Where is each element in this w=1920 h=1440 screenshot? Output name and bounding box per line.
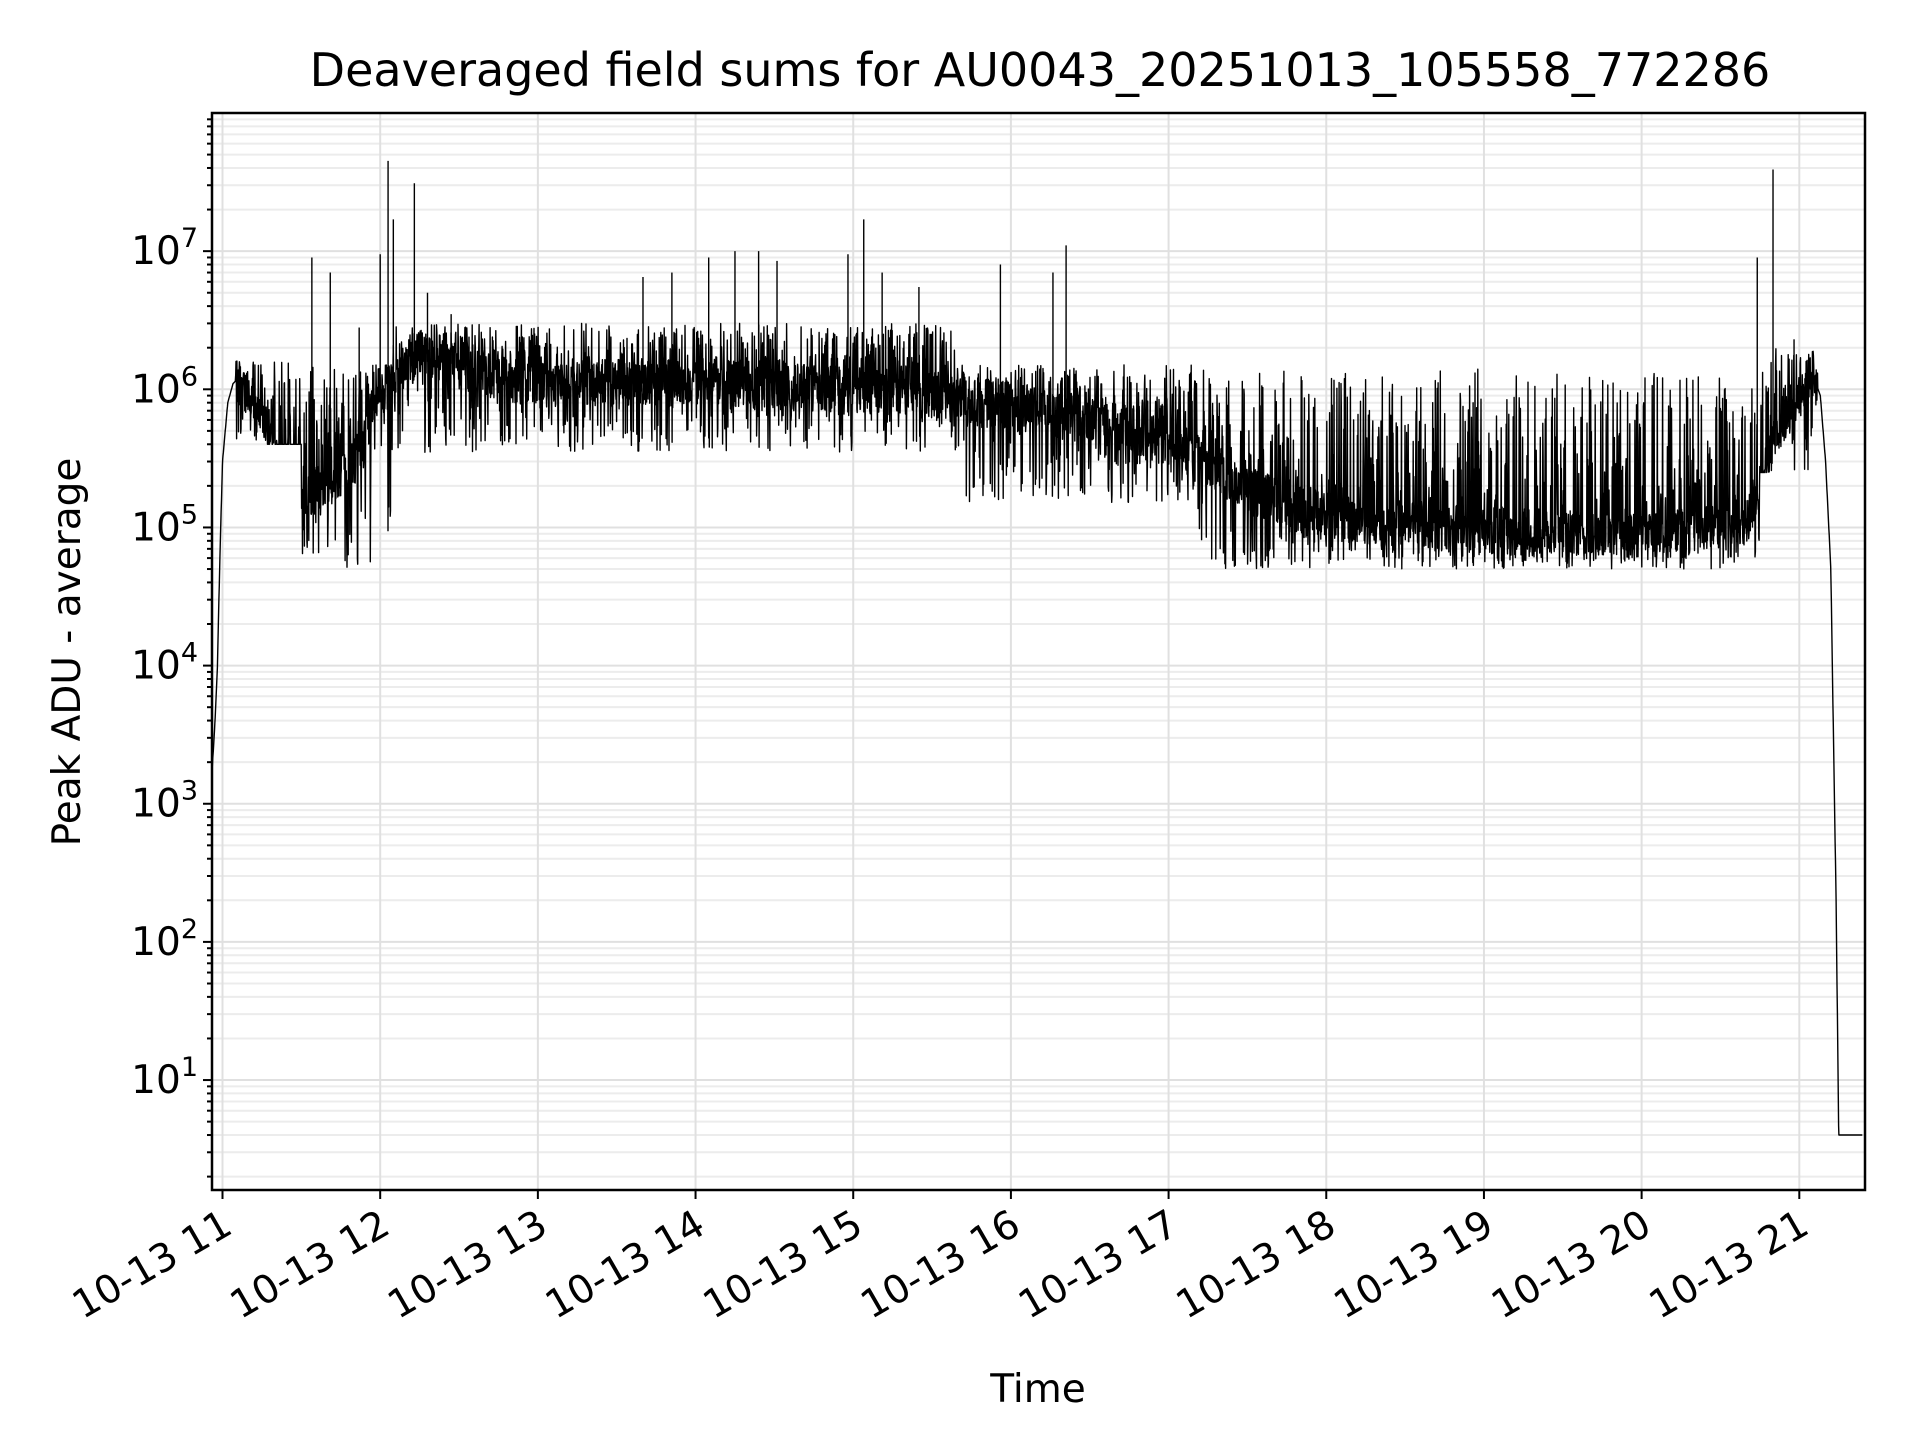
plot-frame xyxy=(210,111,1867,1192)
x-tick-label: 10-13 21 xyxy=(1642,1202,1816,1329)
x-tick-label: 10-13 20 xyxy=(1484,1202,1658,1329)
x-tick-label: 10-13 13 xyxy=(381,1202,555,1329)
plot-area xyxy=(211,160,1863,1136)
x-tick-label: 10-13 16 xyxy=(854,1202,1028,1329)
x-tick-label: 10-13 11 xyxy=(65,1202,239,1329)
y-tick-label: 105 xyxy=(131,499,198,550)
x-tick-label: 10-13 17 xyxy=(1011,1202,1185,1329)
x-tick-label: 10-13 15 xyxy=(696,1202,870,1329)
chart-title: Deaveraged field sums for AU0043_2025101… xyxy=(310,43,1771,97)
x-tick-label: 10-13 19 xyxy=(1327,1202,1501,1329)
y-tick-label: 104 xyxy=(131,638,198,689)
grid xyxy=(212,113,1865,1190)
y-tick-label: 103 xyxy=(131,776,198,827)
y-axis: 101 102 103 104 105 106 107 xyxy=(131,118,212,1178)
x-tick-label: 10-13 12 xyxy=(223,1202,397,1329)
x-tick-label: 10-13 18 xyxy=(1169,1202,1343,1329)
series-line xyxy=(211,322,1863,1136)
x-axis-label: Time xyxy=(989,1367,1085,1412)
y-axis-label: Peak ADU - average xyxy=(45,458,90,847)
x-tick-label: 10-13 14 xyxy=(538,1202,712,1329)
y-tick-label: 106 xyxy=(131,361,198,412)
y-tick-label: 107 xyxy=(131,223,198,274)
y-tick-label: 102 xyxy=(131,914,198,965)
y-tick-label: 101 xyxy=(131,1052,198,1103)
